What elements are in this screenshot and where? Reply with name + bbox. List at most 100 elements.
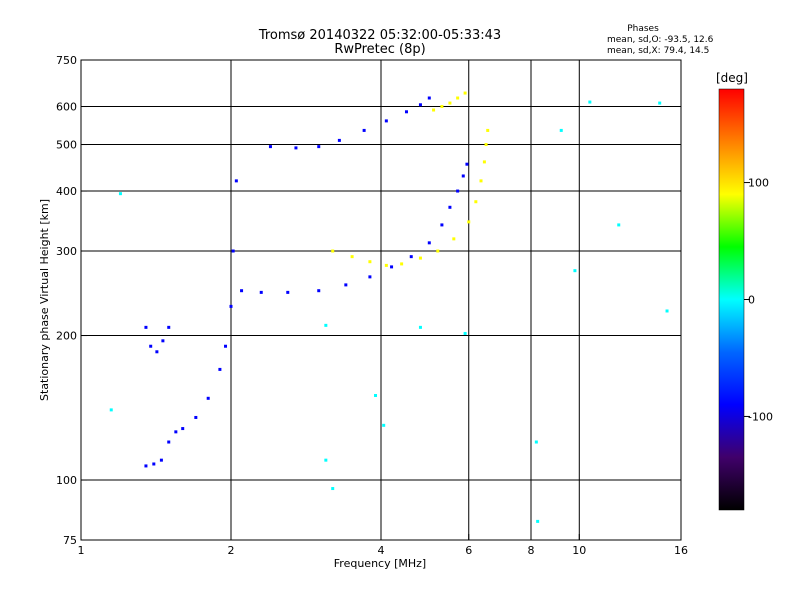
data-point <box>418 325 422 329</box>
y-tick-label: 400 <box>56 185 77 198</box>
data-point <box>467 220 471 224</box>
y-tick-label: 75 <box>63 534 77 547</box>
colorbar-tick-label: 100 <box>748 177 769 190</box>
colorbar-tick-label: -100 <box>748 410 773 423</box>
colorbar-tick-label: 0 <box>748 294 755 307</box>
data-point <box>331 487 335 491</box>
data-point <box>109 408 113 412</box>
data-point <box>286 290 290 294</box>
data-point <box>144 325 148 329</box>
y-tick-label: 500 <box>56 139 77 152</box>
data-point <box>317 145 321 149</box>
data-point <box>382 423 386 427</box>
data-point <box>588 100 592 104</box>
data-point <box>231 249 235 253</box>
x-tick-label: 4 <box>378 544 385 557</box>
y-axis-label: Stationary phase Virtual Height [km] <box>38 199 51 401</box>
data-point <box>479 179 483 183</box>
data-point <box>432 108 436 112</box>
colorbar <box>718 88 745 511</box>
data-point <box>344 283 348 287</box>
y-tick-label: 750 <box>56 54 77 67</box>
data-point <box>152 462 156 466</box>
stats-x-mode: mean, sd,X: 79.4, 14.5 <box>607 46 709 56</box>
data-point <box>167 325 171 329</box>
data-point <box>482 160 486 164</box>
data-point <box>229 304 233 308</box>
data-point <box>144 464 148 468</box>
data-point <box>390 265 394 269</box>
data-point <box>234 179 238 183</box>
data-point <box>484 143 488 147</box>
data-point <box>155 350 159 354</box>
data-point <box>486 128 490 132</box>
data-point <box>206 396 210 400</box>
data-point <box>324 323 328 327</box>
x-tick-label: 8 <box>528 544 535 557</box>
data-point <box>456 96 460 100</box>
data-point <box>404 110 408 114</box>
axis-ticks: 1 2 4 6 8 10 16 75 100 200 300 400 500 600 750 <box>56 54 688 557</box>
x-tick-label: 2 <box>228 544 235 557</box>
y-tick-label: 100 <box>56 474 77 487</box>
data-point <box>658 101 662 105</box>
data-point <box>474 200 478 204</box>
data-point <box>294 146 298 150</box>
data-point <box>384 263 388 267</box>
chart-subtitle: RwPretec (8p) <box>334 42 425 57</box>
data-point <box>174 430 178 434</box>
data-points <box>109 91 669 523</box>
y-tick-label: 600 <box>56 101 77 114</box>
data-point <box>159 458 163 462</box>
data-point <box>362 128 366 132</box>
y-tick-label: 200 <box>56 330 77 343</box>
y-tick-label: 300 <box>56 245 77 258</box>
stats-title: Phases <box>627 24 659 34</box>
stats-o-mode: mean, sd,O: -93.5, 12.6 <box>607 35 714 45</box>
data-point <box>409 255 413 259</box>
data-point <box>167 440 171 444</box>
data-point <box>161 339 165 343</box>
colorbar-label: [deg] <box>716 71 748 85</box>
x-axis-label: Frequency [MHz] <box>334 557 426 570</box>
data-point <box>324 458 328 462</box>
data-point <box>224 344 228 348</box>
data-point <box>240 289 244 293</box>
data-point <box>418 256 422 260</box>
data-point <box>317 289 321 293</box>
colorbar-ticks: 100 0 -100 <box>744 177 773 423</box>
data-point <box>350 255 354 259</box>
data-point <box>617 223 621 227</box>
grid <box>81 60 681 540</box>
data-point <box>461 174 465 178</box>
x-tick-label: 1 <box>78 544 85 557</box>
data-point <box>536 519 540 523</box>
data-point <box>440 223 444 227</box>
data-point <box>149 344 153 348</box>
data-point <box>268 145 272 149</box>
data-point <box>331 249 335 253</box>
x-tick-label: 10 <box>572 544 586 557</box>
data-point <box>463 331 467 335</box>
data-point <box>218 367 222 371</box>
data-point <box>259 290 263 294</box>
data-point <box>436 249 440 253</box>
data-point <box>440 105 444 109</box>
data-point <box>374 394 378 398</box>
data-point <box>418 103 422 107</box>
data-point <box>368 275 372 279</box>
data-point <box>118 192 122 196</box>
data-point <box>448 205 452 209</box>
data-point <box>665 309 669 313</box>
data-point <box>194 415 198 419</box>
data-point <box>456 189 460 193</box>
data-point <box>181 427 185 431</box>
data-point <box>573 269 577 273</box>
x-tick-label: 6 <box>465 544 472 557</box>
data-point <box>337 138 341 142</box>
data-point <box>465 162 469 166</box>
data-point <box>400 262 404 266</box>
data-point <box>463 91 467 95</box>
